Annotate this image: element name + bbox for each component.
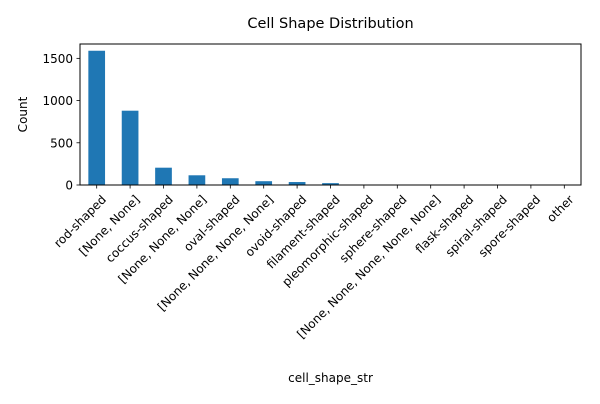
y-ticks-group: 0 500 1000 1500	[42, 52, 80, 193]
plot-frame	[80, 44, 581, 185]
chart-title: Cell Shape Distribution	[247, 16, 413, 32]
bar-0	[88, 51, 105, 185]
bars-group	[88, 51, 572, 185]
y-tick-label-1: 500	[50, 136, 73, 150]
bar-3	[189, 175, 206, 185]
y-tick-label-2: 1000	[42, 94, 73, 108]
bar-1	[122, 111, 139, 185]
bar-2	[155, 168, 172, 185]
y-tick-label-3: 1500	[42, 52, 73, 66]
y-axis-label: Count	[16, 96, 30, 132]
x-axis-label: cell_shape_str	[288, 371, 373, 385]
x-ticks-group: rod-shaped[None, None]coccus-shaped[None…	[51, 185, 576, 341]
bar-5	[255, 181, 272, 185]
x-tick-label-14: other	[544, 192, 577, 225]
y-tick-label-0: 0	[65, 179, 73, 193]
bar-4	[222, 178, 239, 185]
